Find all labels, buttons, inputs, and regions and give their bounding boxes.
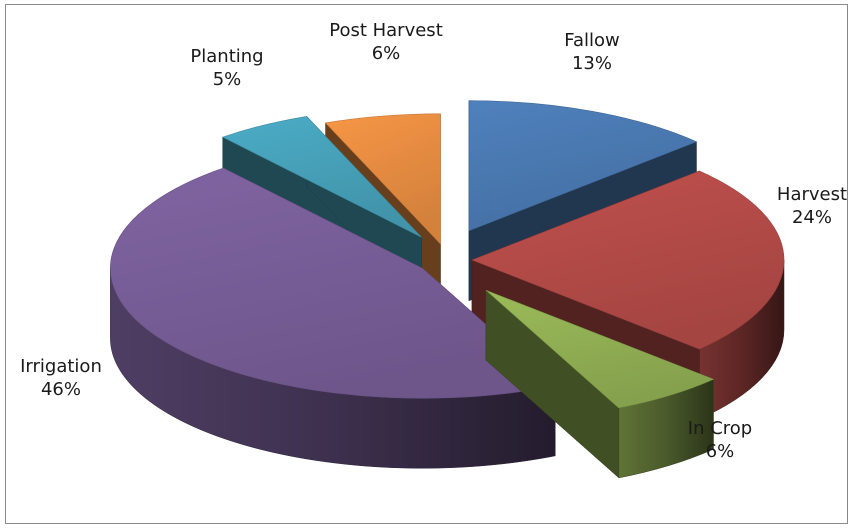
- label-post-harvest: Post Harvest 6%: [316, 19, 456, 65]
- pie-slice-in-crop-top: [485, 289, 715, 409]
- label-irrigation-name: Irrigation: [20, 356, 102, 377]
- label-planting-pct: 5%: [212, 69, 242, 90]
- pie-slice-post-harvest-top: [324, 113, 441, 245]
- label-fallow-pct: 13%: [571, 53, 612, 74]
- label-harvest: Harvest 24%: [771, 183, 852, 229]
- label-irrigation-pct: 46%: [40, 379, 81, 400]
- label-fallow-name: Fallow: [564, 30, 620, 51]
- label-harvest-name: Harvest: [776, 184, 848, 205]
- pie-slice-in-crop: [485, 289, 715, 479]
- label-post-harvest-name: Post Harvest: [329, 20, 443, 41]
- label-in-crop-name: In Crop: [687, 418, 753, 439]
- label-in-crop-pct: 6%: [705, 441, 735, 462]
- label-harvest-pct: 24%: [791, 207, 832, 228]
- pie-slice-planting-top: [221, 116, 422, 238]
- label-in-crop: In Crop 6%: [677, 417, 763, 463]
- pie-slice-harvest-top: [471, 170, 785, 350]
- pie-slice-irrigation-top: [110, 167, 556, 399]
- chart-frame: Fallow 13% Harvest 24% In Crop 6% Irriga…: [5, 4, 848, 524]
- label-post-harvest-pct: 6%: [371, 43, 401, 64]
- label-planting: Planting 5%: [179, 45, 275, 91]
- label-planting-name: Planting: [190, 46, 264, 67]
- label-irrigation: Irrigation 46%: [16, 355, 106, 401]
- pie-slice-fallow-top: [468, 100, 698, 232]
- label-fallow: Fallow 13%: [554, 29, 630, 75]
- pie-chart: [110, 100, 785, 479]
